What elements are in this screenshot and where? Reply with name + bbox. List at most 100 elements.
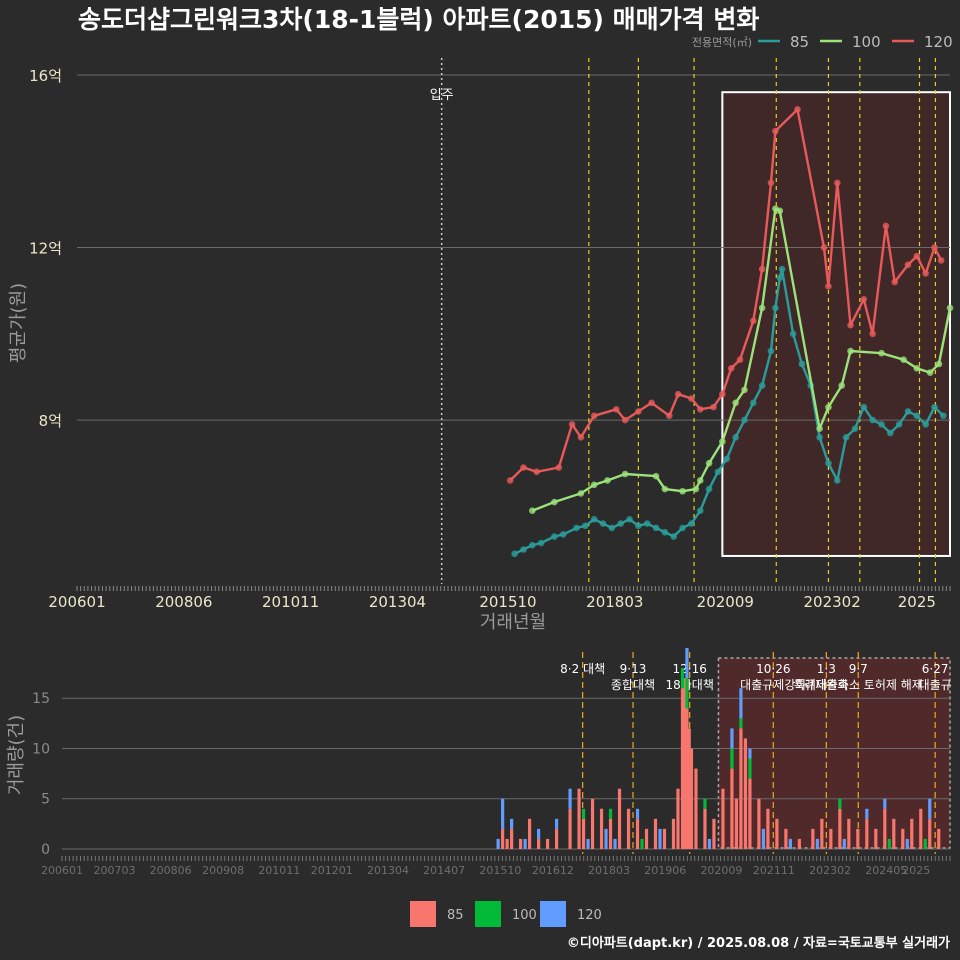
volume-bar-100 <box>739 718 743 729</box>
data-point-85 <box>670 533 678 540</box>
policy-annotation: 규제완화 <box>804 678 848 692</box>
data-point-120 <box>696 405 704 413</box>
data-point-85 <box>679 524 686 532</box>
volume-bar-85 <box>820 818 824 849</box>
volume-bar-85 <box>671 818 676 849</box>
policy-annotation: 18차대책 <box>665 677 713 692</box>
volume-bar-100 <box>730 748 734 769</box>
data-point-120 <box>882 222 890 230</box>
volume-bar-85 <box>662 828 667 849</box>
data-point-85 <box>767 347 775 355</box>
volume-x-tick-label: 201510 <box>479 864 521 877</box>
data-point-100 <box>946 304 954 312</box>
volume-x-tick-label: 201011 <box>258 864 300 877</box>
data-point-85 <box>833 477 841 484</box>
volume-bar-85 <box>910 818 914 849</box>
volume-bar-120 <box>604 828 608 849</box>
volume-x-tick-label: 201803 <box>588 864 630 877</box>
volume-bar-85 <box>739 728 743 849</box>
volume-bar-100 <box>685 678 689 709</box>
volume-bar-100 <box>581 808 586 819</box>
volume-bar-85 <box>676 788 680 849</box>
data-point-85 <box>537 539 545 547</box>
data-point-120 <box>904 261 912 269</box>
volume-bar-85 <box>797 838 801 849</box>
volume-bar-85 <box>617 788 622 849</box>
volume-x-tick-label: 200908 <box>202 864 244 877</box>
volume-bar-85 <box>847 818 851 849</box>
volume-bar-85 <box>545 838 550 849</box>
volume-bar-120 <box>788 838 792 849</box>
data-point-120 <box>820 244 828 251</box>
volume-bar-85 <box>703 808 707 849</box>
data-point-100 <box>604 477 611 484</box>
data-point-120 <box>931 244 938 251</box>
volume-bar-85 <box>901 828 905 849</box>
data-point-100 <box>816 425 823 432</box>
data-point-85 <box>520 546 527 553</box>
volume-highlight-box <box>717 657 951 849</box>
data-point-85 <box>816 434 823 441</box>
data-point-85 <box>652 524 660 532</box>
volume-y-tick-label: 10 <box>32 741 50 757</box>
data-point-85 <box>758 382 766 389</box>
data-point-120 <box>758 265 766 273</box>
volume-bar-85 <box>721 788 725 849</box>
volume-bar-85 <box>683 678 687 849</box>
data-point-120 <box>891 278 899 286</box>
volume-y-tick-label: 5 <box>41 792 50 808</box>
data-point-120 <box>533 468 541 476</box>
data-point-100 <box>696 477 704 484</box>
data-point-100 <box>838 382 846 389</box>
chart-title: 송도더샵그린워크3차(18-1블럭) 아파트(2015) 매매가격 변화 <box>78 5 759 34</box>
volume-bar-85 <box>766 808 770 849</box>
data-point-120 <box>937 257 945 264</box>
series-line-100 <box>531 207 952 512</box>
data-point-120 <box>719 390 726 398</box>
data-point-85 <box>878 421 885 428</box>
data-point-85 <box>778 265 786 273</box>
highlight-box <box>721 91 951 557</box>
volume-bar-85 <box>892 818 896 849</box>
volume-bar-120 <box>496 838 500 849</box>
data-point-120 <box>635 408 642 415</box>
data-point-120 <box>860 295 868 303</box>
volume-bar-120 <box>928 798 932 819</box>
volume-bar-85 <box>757 798 761 849</box>
volume-bar-85 <box>536 838 541 849</box>
policy-annotation: 종합대책 <box>611 677 655 692</box>
volume-bar-120 <box>613 838 617 849</box>
data-point-85 <box>573 524 580 532</box>
volume-bar-85 <box>689 748 694 849</box>
data-point-85 <box>931 403 938 411</box>
data-point-120 <box>577 434 585 441</box>
data-point-85 <box>922 421 929 428</box>
data-point-120 <box>666 412 673 420</box>
volume-bar-85 <box>919 808 923 849</box>
data-point-120 <box>749 317 757 325</box>
data-point-120 <box>847 321 854 329</box>
x-tick-label: 201803 <box>586 593 643 611</box>
volume-bar-85 <box>748 778 752 849</box>
volume-bar-85 <box>811 828 815 849</box>
data-point-120 <box>833 179 841 187</box>
data-point-85 <box>904 408 912 415</box>
data-point-120 <box>772 127 779 135</box>
volume-bar-120 <box>658 828 662 849</box>
movein-label: 입주 <box>430 88 454 103</box>
x-tick-label: 201510 <box>479 593 536 611</box>
policy-annotation: 9·13 <box>620 662 647 676</box>
volume-bar-120 <box>523 838 527 849</box>
volume-legend-label-100: 100 <box>512 908 537 923</box>
data-point-120 <box>506 477 514 484</box>
volume-bar-85 <box>775 818 779 849</box>
data-point-100 <box>878 349 885 357</box>
data-point-100 <box>652 472 660 480</box>
data-point-85 <box>582 522 589 530</box>
volume-bar-85 <box>505 838 509 849</box>
x-tick-label: 202302 <box>803 593 860 611</box>
data-point-120 <box>520 464 527 471</box>
data-point-85 <box>772 304 779 312</box>
